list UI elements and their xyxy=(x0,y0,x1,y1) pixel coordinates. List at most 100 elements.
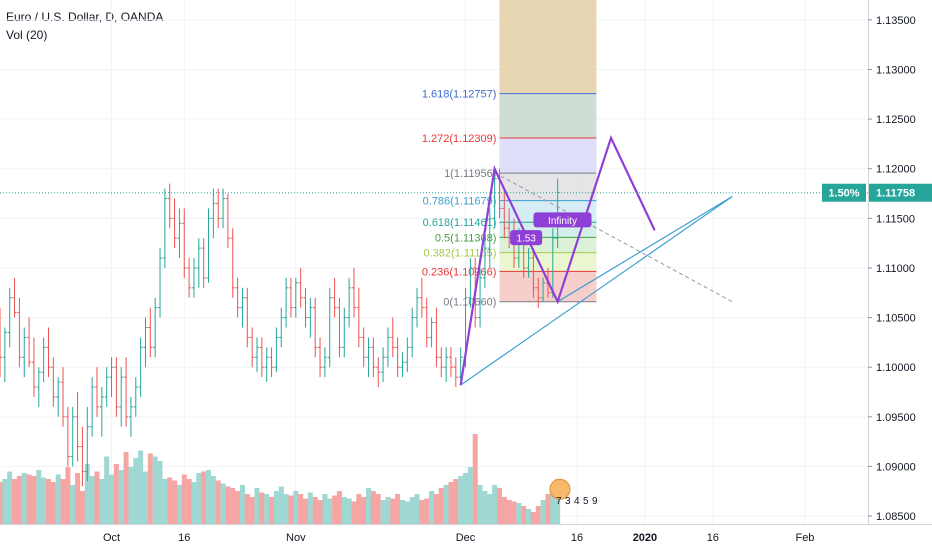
volume-bar xyxy=(162,479,168,524)
volume-bar xyxy=(390,498,396,524)
price-tick-label: 1.09500 xyxy=(876,412,916,424)
volume-bar xyxy=(467,467,473,524)
volume-bar xyxy=(273,491,279,524)
time-tick-label: Nov xyxy=(286,532,306,544)
price-axis-bg xyxy=(868,0,932,550)
time-tick-label: Oct xyxy=(103,532,120,544)
volume-bar xyxy=(526,509,532,524)
volume-bar xyxy=(186,479,192,524)
volume-bar xyxy=(346,498,352,524)
volume-bar xyxy=(521,506,527,524)
trendline[interactable] xyxy=(460,196,733,386)
volume-bar xyxy=(113,464,119,524)
event-badge-number[interactable]: 4 xyxy=(574,496,580,507)
volume-bar xyxy=(225,486,231,524)
volume-bar xyxy=(244,494,250,524)
pattern-label-box[interactable] xyxy=(533,212,592,228)
price-tick-label: 1.10500 xyxy=(876,313,916,325)
volume-bar xyxy=(375,494,381,524)
volume-bar xyxy=(249,497,255,524)
price-change-badge[interactable] xyxy=(822,183,866,202)
volume-bar xyxy=(26,474,32,524)
current-price-value: 1.11758 xyxy=(876,188,915,200)
volume-bar xyxy=(424,498,430,524)
volume-bar xyxy=(196,473,202,524)
volume-bar xyxy=(269,497,275,524)
trendline[interactable] xyxy=(557,195,733,303)
fib-level-label: 0(1.10660) xyxy=(443,297,496,309)
volume-bar xyxy=(356,494,362,524)
volume-bar xyxy=(75,473,81,524)
volume-bar xyxy=(555,479,561,524)
fib-level-label: 1.618(1.12757) xyxy=(422,89,497,101)
volume-bar xyxy=(215,480,221,524)
volume-bar xyxy=(404,501,410,524)
price-tick-label: 1.12000 xyxy=(876,164,916,176)
volume-bar xyxy=(438,488,444,524)
calendar-event-icon[interactable] xyxy=(549,478,571,500)
projection-dashed-line[interactable] xyxy=(494,172,733,303)
volume-bar xyxy=(351,501,357,524)
price-tick-label: 1.08500 xyxy=(876,511,916,523)
fib-zone xyxy=(499,173,597,201)
time-tick-label: 2020 xyxy=(633,532,657,544)
volume-bar xyxy=(453,479,459,524)
volume-bar xyxy=(55,474,61,524)
pattern-label-text: Infinity xyxy=(548,216,577,227)
fib-zone xyxy=(499,138,597,174)
volume-bar xyxy=(496,488,502,524)
time-tick-label: Dec xyxy=(456,532,476,544)
volume-bar xyxy=(235,491,241,524)
volume-bar xyxy=(458,476,464,524)
harmonic-pattern-path[interactable] xyxy=(459,134,656,386)
symbol-title[interactable]: Euro / U.S. Dollar, D, OANDA xyxy=(6,10,164,24)
volume-bar xyxy=(322,494,328,524)
time-tick-label: 16 xyxy=(707,532,719,544)
volume-bar xyxy=(50,482,56,524)
volume-bar xyxy=(152,456,158,524)
price-tick-label: 1.10000 xyxy=(876,362,916,374)
pattern-label-box[interactable] xyxy=(510,230,543,246)
volume-bar xyxy=(492,485,498,524)
volume-bar xyxy=(104,456,110,524)
volume-bar xyxy=(7,471,13,524)
volume-bar xyxy=(336,491,342,524)
volume-bar xyxy=(399,500,405,524)
volume-bar xyxy=(283,494,289,524)
volume-bar xyxy=(516,503,522,524)
volume-bar xyxy=(239,485,245,524)
volume-bar xyxy=(409,497,415,524)
volume-bar xyxy=(370,491,376,524)
time-axis-bg xyxy=(0,524,932,550)
fib-level-label: 0.618(1.11461) xyxy=(423,217,497,229)
volume-bar xyxy=(176,485,182,524)
price-tick-label: 1.11500 xyxy=(876,213,915,225)
event-badge-number[interactable]: 9 xyxy=(592,496,598,507)
volume-bar xyxy=(230,488,236,524)
volume-bar xyxy=(142,471,148,524)
volume-bar xyxy=(220,483,226,524)
volume-bar xyxy=(79,491,85,524)
fib-level-label: 1.272(1.12309) xyxy=(422,133,497,145)
volume-bar xyxy=(181,474,187,524)
current-price-badge[interactable] xyxy=(869,183,932,202)
event-badge-number[interactable]: 7 xyxy=(556,496,562,507)
volume-bar xyxy=(45,479,51,524)
volume-bar xyxy=(482,491,488,524)
volume-bar xyxy=(157,461,163,524)
volume-bar xyxy=(477,485,483,524)
volume-indicator-label[interactable]: Vol (20) xyxy=(6,28,48,42)
volume-bar xyxy=(448,482,454,524)
price-tick-label: 1.13000 xyxy=(876,64,916,76)
volume-bar xyxy=(191,482,197,524)
volume-bar xyxy=(312,497,318,524)
volume-bar xyxy=(332,495,338,524)
volume-bar xyxy=(36,470,42,524)
volume-bar xyxy=(288,495,294,524)
price-change-value: 1.50% xyxy=(828,188,859,200)
volume-bar xyxy=(501,497,507,524)
event-badge-number[interactable]: 3 xyxy=(565,496,571,507)
event-badge-number[interactable]: 5 xyxy=(583,496,589,507)
volume-bar xyxy=(361,497,367,524)
